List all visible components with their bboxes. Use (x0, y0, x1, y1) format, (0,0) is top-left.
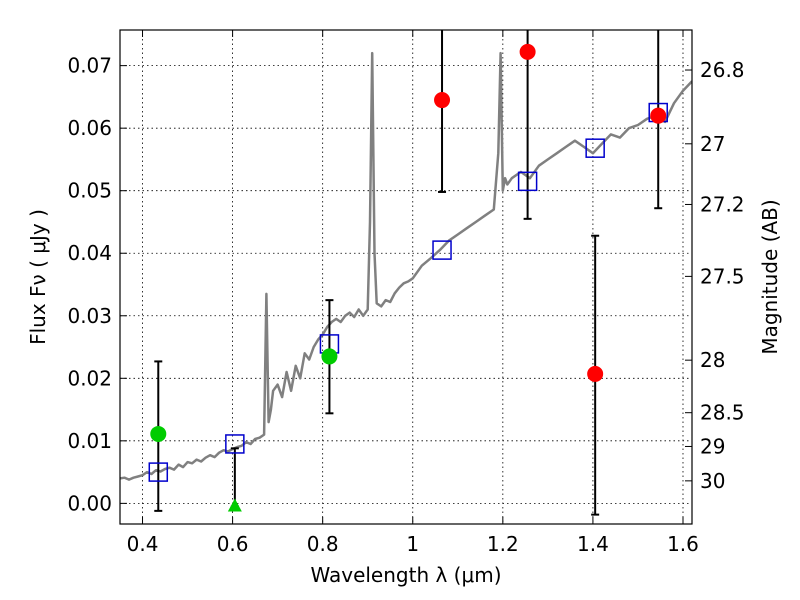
observed-flux-point (587, 365, 604, 382)
observed-flux-point (650, 107, 667, 124)
model-square-point (517, 171, 538, 192)
y-tick-label: 0.01 (67, 429, 112, 453)
y-tick-label: 0.00 (67, 491, 112, 515)
model-square-point (225, 434, 245, 454)
right-tick-label: 28 (700, 348, 725, 372)
x-tick-label: 0.6 (217, 532, 249, 556)
error-bars (148, 30, 668, 516)
observed-flux-point (321, 348, 338, 365)
right-tick-label: 28.5 (700, 401, 745, 425)
y-tick-label: 0.04 (67, 241, 112, 265)
x-tick-label: 0.4 (127, 532, 159, 556)
model-square-point (148, 462, 169, 482)
observed-flux-point (519, 43, 536, 60)
x-tick-label: 1.6 (667, 532, 699, 556)
grid-lines (120, 30, 692, 524)
y-tick-label: 0.05 (67, 179, 112, 203)
y-tick-label: 0.07 (67, 54, 112, 78)
right-tick-label: 27.5 (700, 264, 745, 288)
right-tick-label: 27 (700, 132, 725, 156)
observed-flux-point (434, 92, 451, 109)
y-tick-label: 0.02 (67, 366, 112, 390)
x-tick-label: 1 (406, 532, 419, 556)
sed-model-line (120, 51, 692, 481)
data-layer (120, 51, 692, 481)
right-tick-label: 30 (700, 469, 725, 493)
x-tick-label: 0.8 (307, 532, 339, 556)
model-square-point (432, 240, 452, 260)
y-axis-label: Flux Fν ( μJy ) (26, 209, 50, 345)
x-axis-label: Wavelength λ (μm) (310, 563, 501, 587)
x-tick-label: 1.4 (577, 532, 609, 556)
right-tick-label: 26.8 (700, 58, 745, 82)
x-tick-label: 1.2 (487, 532, 519, 556)
plot-frame (119, 29, 693, 525)
model-square-point (585, 138, 605, 158)
y-tick-label: 0.06 (67, 116, 112, 140)
right-axis-label: Magnitude (AB) (758, 199, 782, 354)
upper-limit-triangle (227, 498, 242, 512)
right-tick-label: 29 (700, 434, 725, 458)
y-tick-label: 0.03 (67, 304, 112, 328)
observed-flux-point (150, 425, 167, 442)
axis-ticks: 0.4 0.6 0.8 1 1.2 1.4 1.6 0.00 0.01 0.02 0.03 0.04 0… (67, 30, 745, 556)
right-tick-label: 27.2 (700, 192, 745, 216)
